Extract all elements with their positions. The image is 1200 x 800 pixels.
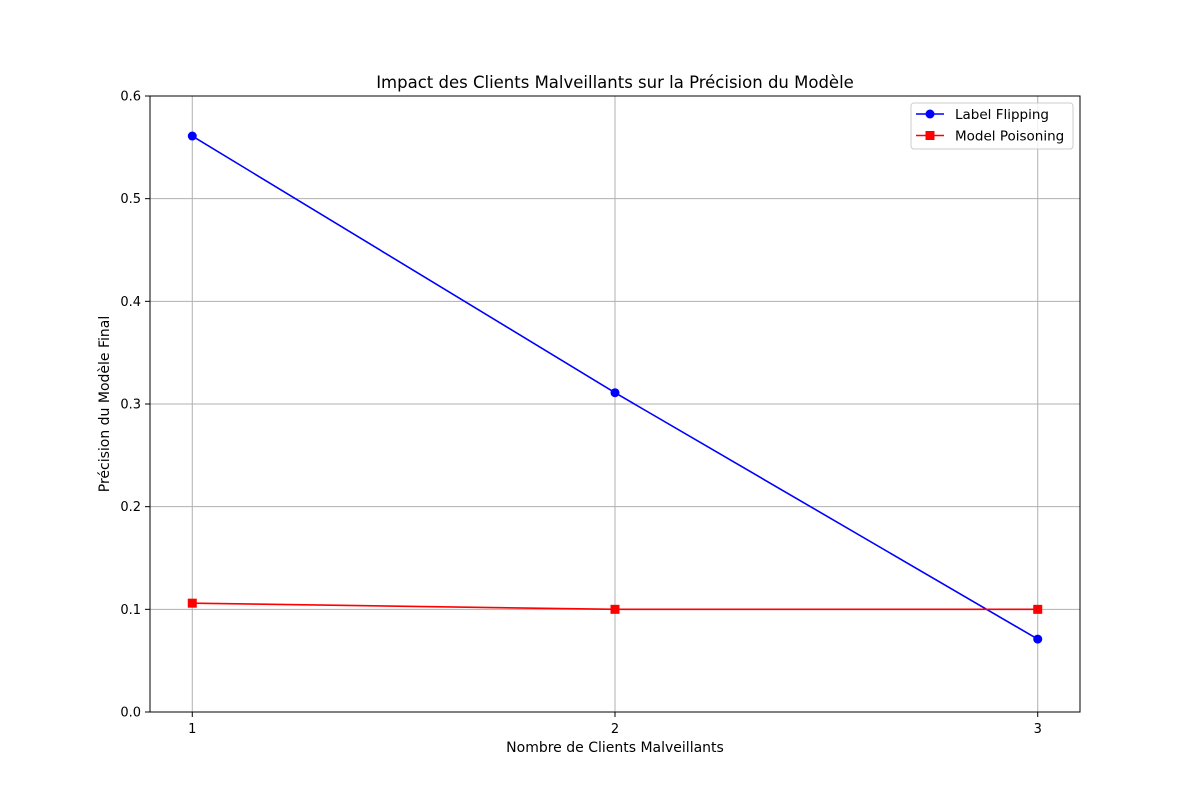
legend-items: Label Flipping Model Poisoning bbox=[916, 107, 1064, 145]
legend: Label Flipping Model Poisoning bbox=[910, 102, 1074, 150]
y-tick-label: 0.1 bbox=[120, 603, 141, 618]
legend-marker bbox=[925, 109, 935, 119]
legend-entry: Model Poisoning bbox=[916, 129, 1064, 145]
y-tick-label: 0.3 bbox=[120, 398, 141, 413]
legend-box bbox=[910, 102, 1074, 150]
data-point bbox=[1033, 604, 1043, 614]
legend-marker bbox=[925, 131, 935, 140]
x-tick-label: 1 bbox=[188, 722, 196, 737]
legend-label: Label Flipping bbox=[955, 107, 1049, 123]
y-tick-label: 0.2 bbox=[120, 500, 141, 515]
y-axis-ticks: 0.0 0.1 0.2 0.3 0.4 0.5 0.6 bbox=[120, 90, 150, 721]
y-tick-label: 0.6 bbox=[120, 90, 141, 105]
data-point bbox=[610, 388, 620, 398]
series-2 bbox=[187, 598, 1043, 614]
data-point bbox=[1033, 634, 1043, 644]
data-point bbox=[610, 604, 620, 614]
y-tick-label: 0.5 bbox=[120, 192, 141, 207]
series-layer bbox=[187, 131, 1043, 644]
data-point bbox=[187, 598, 197, 608]
x-axis-ticks: 1 2 3 bbox=[188, 712, 1042, 737]
y-tick-label: 0.4 bbox=[120, 295, 141, 310]
legend-label: Model Poisoning bbox=[955, 129, 1064, 145]
x-tick-label: 2 bbox=[611, 722, 619, 737]
legend-entry: Label Flipping bbox=[916, 107, 1049, 123]
y-tick-label: 0.0 bbox=[120, 706, 141, 721]
x-axis-label: Nombre de Clients Malveillants bbox=[506, 740, 724, 756]
chart-title: Impact des Clients Malveillants sur la P… bbox=[376, 73, 854, 92]
series-1 bbox=[187, 131, 1043, 644]
y-axis-label: Précision du Modèle Final bbox=[97, 316, 113, 493]
data-point bbox=[187, 131, 197, 141]
x-tick-label: 3 bbox=[1034, 722, 1042, 737]
